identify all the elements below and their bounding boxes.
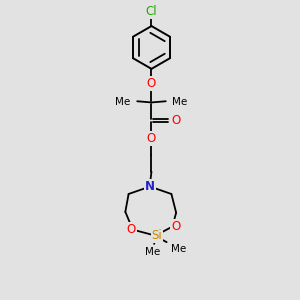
Text: Cl: Cl [146,5,157,18]
Text: O: O [171,220,181,233]
Text: O: O [127,223,136,236]
Text: O: O [172,114,181,128]
Text: N: N [145,180,155,193]
Text: Me: Me [172,98,188,107]
Text: Si: Si [152,229,162,242]
Text: O: O [147,132,156,145]
Text: Me: Me [171,244,186,254]
Text: O: O [147,76,156,90]
Text: Me: Me [145,247,160,257]
Text: Me: Me [116,98,131,107]
